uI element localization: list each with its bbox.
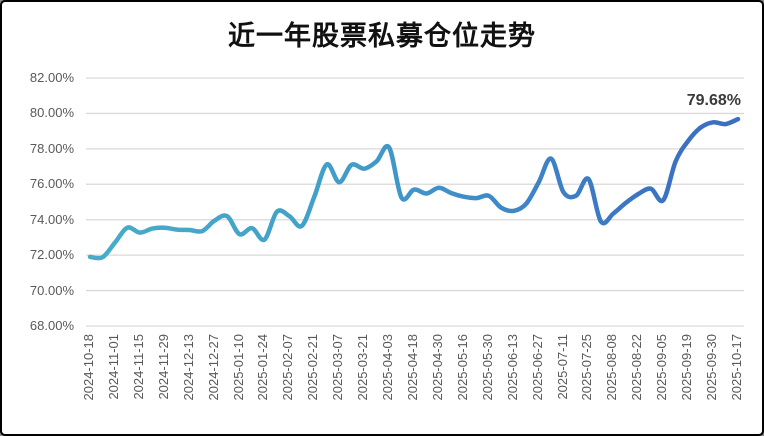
chart-title: 近一年股票私募仓位走势 — [228, 21, 536, 52]
x-tick-label: 2024-10-18 — [81, 334, 96, 401]
x-tick-label: 2024-11-01 — [105, 334, 121, 400]
y-tick-label: 70.00% — [29, 282, 74, 298]
y-tick-label: 80.00% — [29, 105, 74, 121]
x-tick-label: 2025-01-24 — [255, 334, 271, 401]
x-tick-label: 2025-02-21 — [305, 334, 321, 401]
x-tick-label: 2025-06-27 — [529, 334, 545, 401]
y-tick-label: 78.00% — [29, 140, 74, 156]
x-tick-label: 2025-04-03 — [380, 334, 396, 401]
x-tick-label: 2025-02-07 — [280, 334, 296, 401]
x-tick-label: 2024-11-29 — [155, 334, 171, 400]
y-tick-label: 68.00% — [29, 318, 74, 333]
x-tick-label: 2024-12-27 — [205, 334, 221, 401]
x-tick-label: 2025-04-18 — [405, 334, 420, 401]
y-tick-label: 72.00% — [29, 247, 74, 263]
y-tick-label: 76.00% — [29, 176, 74, 192]
end-value-label: 79.68% — [686, 92, 741, 109]
x-tick-label: 2025-05-30 — [479, 334, 495, 401]
y-tick-label: 82.00% — [29, 70, 74, 85]
series-line — [87, 116, 741, 261]
x-tick-label: 2025-03-07 — [330, 334, 346, 401]
x-tick-label: 2025-04-30 — [429, 334, 445, 401]
x-tick-label: 2025-06-13 — [504, 334, 520, 401]
x-tick-label: 2025-09-19 — [679, 334, 695, 401]
x-tick-label: 2025-08-22 — [629, 334, 645, 401]
x-tick-label: 2025-07-11 — [554, 334, 570, 400]
x-tick-label: 2025-07-25 — [579, 334, 595, 401]
y-tick-label: 74.00% — [29, 211, 74, 227]
gridlines — [86, 77, 744, 327]
x-tick-label: 2025-10-17 — [729, 334, 744, 401]
x-tick-label: 2025-09-05 — [654, 334, 670, 401]
x-tick-label: 2025-01-10 — [230, 334, 246, 401]
x-tick-label: 2025-09-30 — [704, 334, 720, 401]
x-tick-label: 2024-11-15 — [130, 334, 146, 400]
x-tick-label: 2025-03-21 — [355, 334, 371, 401]
x-tick-label: 2025-05-16 — [454, 334, 470, 401]
x-tick-label: 2024-12-13 — [180, 334, 196, 401]
x-tick-label: 2025-08-08 — [604, 334, 620, 401]
